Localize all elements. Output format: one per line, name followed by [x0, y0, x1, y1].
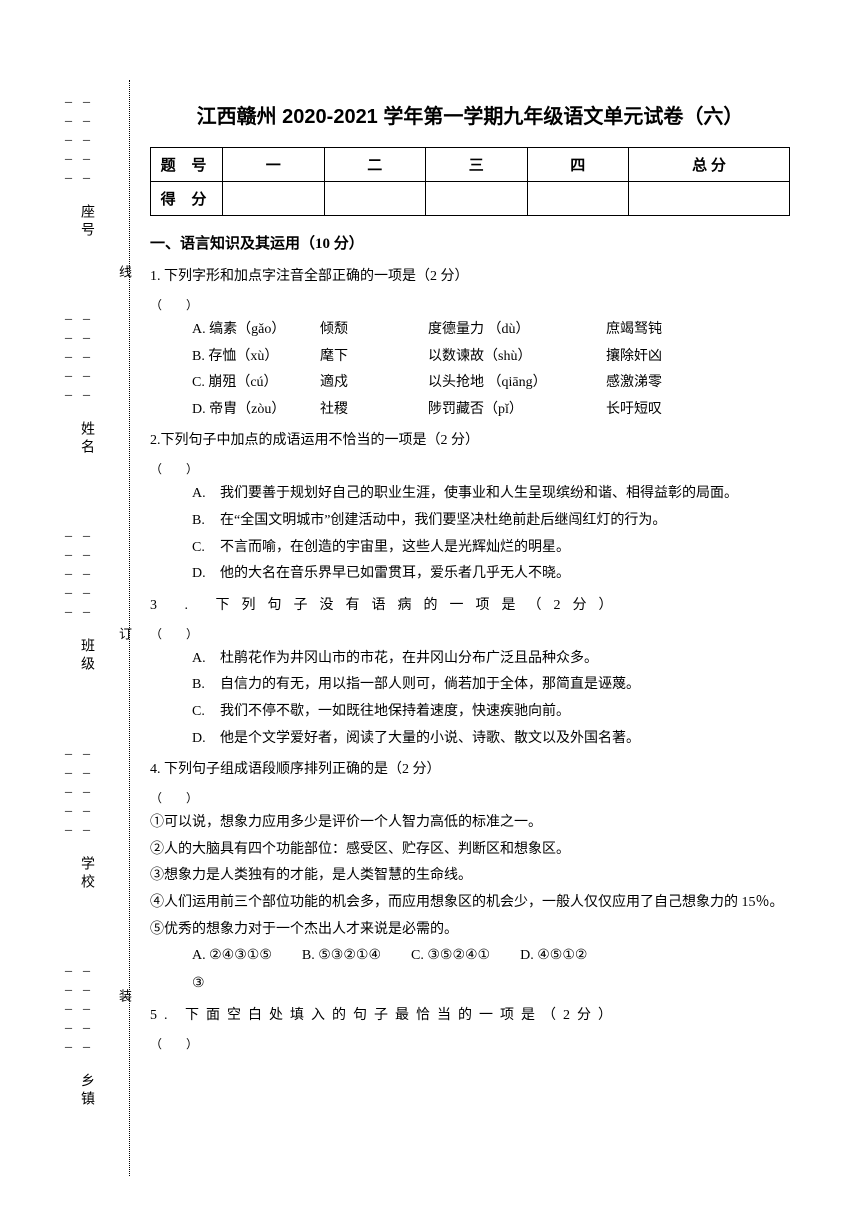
- question-stem: 4. 下列句子组成语段顺序排列正确的是（2 分）: [150, 756, 790, 784]
- sequence-item: ④人们运用前三个部位功能的机会多，而应用想象区的机会少，一般人仅仅应用了自己想象…: [150, 890, 790, 917]
- option: A.杜鹃花作为井冈山市的市花，在井冈山分布广泛且品种众多。: [192, 646, 790, 673]
- binding-label-name: _____ 姓名 _____: [60, 307, 96, 524]
- score-cell: [223, 182, 325, 216]
- binding-mark-ding: 订: [115, 627, 134, 640]
- header-cell: 总 分: [629, 148, 790, 182]
- score-cell: [324, 182, 426, 216]
- option-cell: 陟罚藏否（pǐ）: [428, 397, 598, 424]
- option: C.不言而喻，在创造的宇宙里，这些人是光辉灿烂的明星。: [192, 535, 790, 562]
- question-stem: 5. 下面空白处填入的句子最恰当的一项是（2分）: [150, 1002, 790, 1030]
- sequence-item: ②人的大脑具有四个功能部位：感受区、贮存区、判断区和想象区。: [150, 837, 790, 864]
- choice: C. ③⑤②④①: [411, 943, 490, 970]
- option-cell: B. 存恤（xù）: [192, 344, 312, 371]
- sequence-item: ③想象力是人类独有的才能，是人类智慧的生命线。: [150, 863, 790, 890]
- option-row: B. 存恤（xù） 麾下 以数谏故（shù） 攘除奸凶: [150, 344, 790, 371]
- option: B.自信力的有无，用以指一部人则可，倘若加于全体，那简直是诬蔑。: [192, 672, 790, 699]
- score-table: 题 号 一 二 三 四 总 分 得 分: [150, 147, 790, 216]
- sequence-item: ⑤优秀的想象力对于一个杰出人才来说是必需的。: [150, 917, 790, 944]
- question-stem: 1. 下列字形和加点字注音全部正确的一项是（2 分）: [150, 263, 790, 291]
- option-row: D. 帝胄（zòu） 社稷 陟罚藏否（pǐ） 长吁短叹: [150, 397, 790, 424]
- option-row: C. 崩殂（cú） 適戍 以头抢地 （qiāng） 感激涕零: [150, 370, 790, 397]
- header-cell: 四: [527, 148, 629, 182]
- binding-label-class: _____ 班级 _____: [60, 524, 96, 741]
- binding-mark-zhuang: 装: [115, 989, 134, 1002]
- binding-mark-line: 线: [115, 265, 134, 278]
- choice: B. ⑤③②①④: [302, 943, 381, 970]
- score-cell: [527, 182, 629, 216]
- option: C.我们不停不歇，一如既往地保持着速度，快速疾驰向前。: [192, 699, 790, 726]
- table-row: 题 号 一 二 三 四 总 分: [151, 148, 790, 182]
- binding-label-school: _____ 学校 _____: [60, 742, 96, 959]
- table-row: 得 分: [151, 182, 790, 216]
- option-cell: C. 崩殂（cú）: [192, 370, 312, 397]
- option: A.我们要善于规划好自己的职业生涯，使事业和人生呈现缤纷和谐、相得益彰的局面。: [192, 481, 790, 508]
- option-cell: 社稷: [320, 397, 420, 424]
- question-stem: 2.下列句子中加点的成语运用不恰当的一项是（2 分）: [150, 427, 790, 455]
- choice: D. ④⑤①②: [520, 943, 587, 970]
- exam-title: 江西赣州 2020-2021 学年第一学期九年级语文单元试卷（六）: [150, 100, 790, 129]
- option-cell: 度德量力 （dù）: [428, 317, 598, 344]
- header-cell: 一: [223, 148, 325, 182]
- score-cell: 得 分: [151, 182, 223, 216]
- header-cell: 三: [426, 148, 528, 182]
- option-cell: 適戍: [320, 370, 420, 397]
- header-cell: 题 号: [151, 148, 223, 182]
- option-cell: A. 缟素（gǎo）: [192, 317, 312, 344]
- question-3: 3 . 下列句子没有语病的一项是（2分） （ ） A.杜鹃花作为井冈山市的市花，…: [150, 592, 790, 752]
- answer-paren: （ ）: [150, 786, 790, 810]
- sequence-options: A. ②④③①⑤ B. ⑤③②①④ C. ③⑤②④① D. ④⑤①②: [150, 943, 790, 970]
- answer-paren: （ ）: [150, 622, 790, 646]
- option-cell: D. 帝胄（zòu）: [192, 397, 312, 424]
- binding-labels: _____ 座号 _____ _____ 姓名 _____ _____ 班级 _…: [68, 90, 88, 1176]
- option-row: A. 缟素（gǎo） 倾颓 度德量力 （dù） 庶竭驽钝: [150, 317, 790, 344]
- question-2: 2.下列句子中加点的成语运用不恰当的一项是（2 分） （ ） A.我们要善于规划…: [150, 427, 790, 587]
- binding-label-seat: _____ 座号 _____: [60, 90, 96, 307]
- question-5: 5. 下面空白处填入的句子最恰当的一项是（2分） （ ）: [150, 1002, 790, 1056]
- options: A.杜鹃花作为井冈山市的市花，在井冈山分布广泛且品种众多。 B.自信力的有无，用…: [150, 646, 790, 752]
- sequence-item: ①可以说，想象力应用多少是评价一个人智力高低的标准之一。: [150, 810, 790, 837]
- sequence-last: ③: [150, 970, 790, 998]
- option: B.在“全国文明城市”创建活动中，我们要坚决杜绝前赴后继闯红灯的行为。: [192, 508, 790, 535]
- section-header: 一、语言知识及其运用（10 分）: [150, 232, 790, 253]
- option-cell: 庶竭驽钝: [606, 317, 726, 344]
- score-cell: [426, 182, 528, 216]
- header-cell: 二: [324, 148, 426, 182]
- question-4: 4. 下列句子组成语段顺序排列正确的是（2 分） （ ） ①可以说，想象力应用多…: [150, 756, 790, 998]
- score-cell: [629, 182, 790, 216]
- option-cell: 感激涕零: [606, 370, 726, 397]
- options: A.我们要善于规划好自己的职业生涯，使事业和人生呈现缤纷和谐、相得益彰的局面。 …: [150, 481, 790, 587]
- binding-label-town: _____ 乡镇 _____: [60, 959, 96, 1176]
- option-cell: 长吁短叹: [606, 397, 726, 424]
- answer-paren: （ ）: [150, 457, 790, 481]
- option-cell: 攘除奸凶: [606, 344, 726, 371]
- option-cell: 麾下: [320, 344, 420, 371]
- binding-marks: 线 订 装: [115, 90, 134, 1176]
- option-cell: 倾颓: [320, 317, 420, 344]
- answer-paren: （ ）: [150, 1032, 790, 1056]
- choice: A. ②④③①⑤: [192, 943, 272, 970]
- answer-paren: （ ）: [150, 293, 790, 317]
- option: D.他是个文学爱好者，阅读了大量的小说、诗歌、散文以及外国名著。: [192, 726, 790, 753]
- option-cell: 以数谏故（shù）: [428, 344, 598, 371]
- question-stem: 3 . 下列句子没有语病的一项是（2分）: [150, 592, 790, 620]
- question-1: 1. 下列字形和加点字注音全部正确的一项是（2 分） （ ） A. 缟素（gǎo…: [150, 263, 790, 423]
- option-cell: 以头抢地 （qiāng）: [428, 370, 598, 397]
- option: D.他的大名在音乐界早已如雷贯耳，爱乐者几乎无人不晓。: [192, 561, 790, 588]
